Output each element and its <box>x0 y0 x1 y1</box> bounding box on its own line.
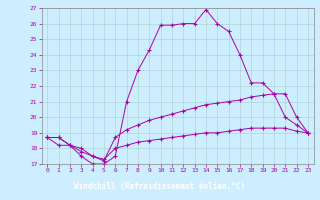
Text: Windchill (Refroidissement éolien,°C): Windchill (Refroidissement éolien,°C) <box>75 182 245 192</box>
